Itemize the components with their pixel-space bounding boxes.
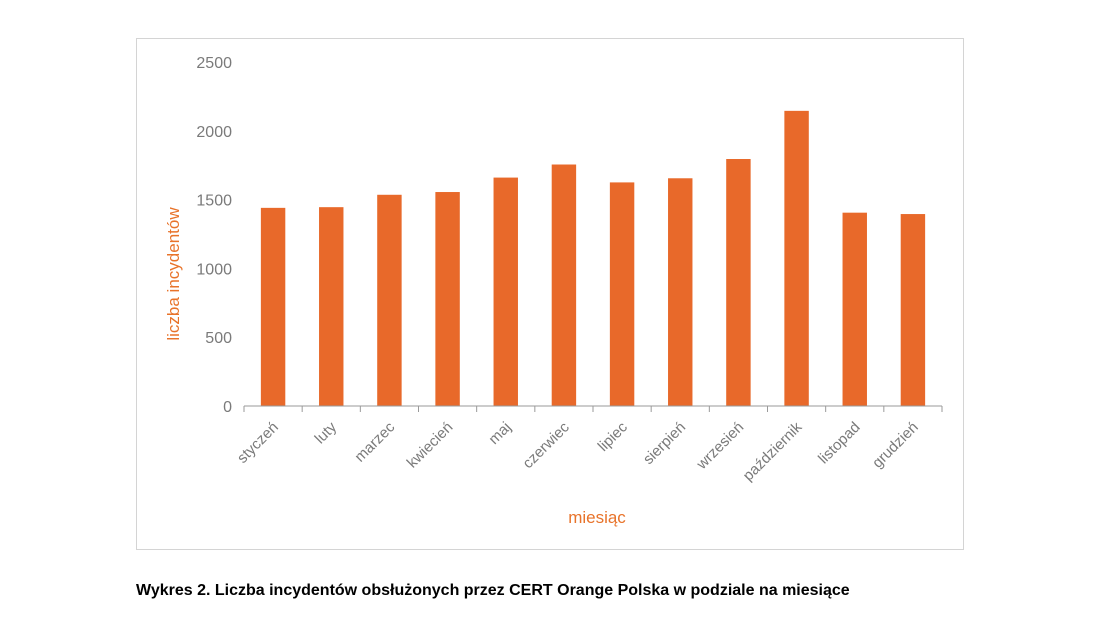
- x-tick-label: wrzesień: [693, 419, 748, 474]
- y-tick-label: 2500: [196, 55, 232, 72]
- x-tick-label: maj: [485, 419, 514, 448]
- y-tick-label: 0: [223, 399, 232, 416]
- chart-frame: 0 500 1000 1500 2000 2500 styczeń luty marzec kw…: [136, 38, 964, 550]
- bar-czerwiec: [551, 164, 577, 406]
- bar-maj: [493, 177, 518, 406]
- x-tick-label: październik: [740, 418, 806, 484]
- y-tick-label: 1500: [196, 193, 232, 210]
- x-tick-label: marzec: [351, 418, 398, 465]
- x-axis-title: miesiąc: [568, 508, 626, 527]
- bar-lipiec: [609, 182, 635, 406]
- y-tick-label: 1000: [196, 261, 232, 278]
- y-axis-title: liczba incydentów: [164, 207, 183, 341]
- x-tick-label: lipiec: [595, 418, 632, 455]
- x-tick-label: listopad: [815, 419, 864, 468]
- y-tick-label: 2000: [196, 124, 232, 141]
- y-tick-label: 500: [205, 330, 232, 347]
- bar-kwiecień: [435, 192, 460, 406]
- x-tick-label: sierpień: [640, 419, 689, 468]
- x-tick-label: luty: [312, 418, 341, 447]
- bar-listopad: [842, 212, 867, 406]
- x-tick-label: kwiecień: [404, 419, 457, 472]
- bar-styczeń: [260, 207, 286, 406]
- bar-grudzień: [900, 214, 926, 406]
- bar-chart: 0 500 1000 1500 2000 2500 styczeń luty marzec kw…: [164, 55, 943, 527]
- bar-wrzesień: [726, 159, 751, 406]
- x-tick-label: grudzień: [869, 419, 922, 472]
- x-tick-label: styczeń: [234, 419, 282, 467]
- bar-marzec: [377, 194, 402, 406]
- bar-październik: [784, 110, 809, 407]
- bar-sierpień: [668, 178, 693, 406]
- bar-luty: [319, 207, 344, 406]
- x-tick-label: czerwiec: [519, 418, 573, 472]
- figure-caption: Wykres 2. Liczba incydentów obsłużonych …: [136, 582, 850, 599]
